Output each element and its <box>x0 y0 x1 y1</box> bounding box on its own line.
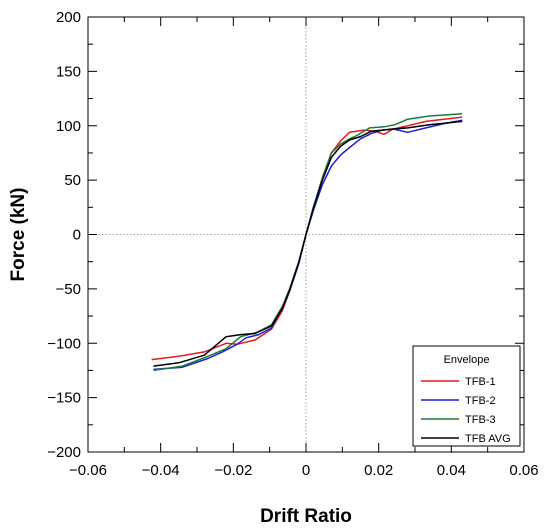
x-tick-label: 0.06 <box>509 462 538 479</box>
y-tick-label: −150 <box>47 390 81 407</box>
legend-label-tfb-3: TFB-3 <box>465 414 496 426</box>
series-line-tfb-3 <box>153 113 463 372</box>
y-tick-label: −50 <box>56 281 81 298</box>
y-tick-label: 200 <box>56 9 81 26</box>
series-line-tfb-avg <box>153 120 463 367</box>
series-layer <box>151 113 463 372</box>
legend-box <box>412 345 521 447</box>
legend: Envelope TFB-1 TFB-2 TFB-3 TFB AVG <box>412 345 521 447</box>
x-tick-label: 0.04 <box>437 462 466 479</box>
series-line-tfb-1 <box>151 116 463 361</box>
legend-label-tfb-2: TFB-2 <box>465 395 496 407</box>
legend-title: Envelope <box>444 354 490 366</box>
x-tick-label: −0.02 <box>214 462 252 479</box>
x-tick-label: 0 <box>302 462 310 479</box>
tick-labels-layer: −0.06 −0.04 −0.02 0 0.02 0.04 0.06 −200 −150 −100… <box>47 9 538 479</box>
y-axis-title: Force (kN) <box>8 188 29 282</box>
y-tick-label: 150 <box>56 63 81 80</box>
y-tick-label: −100 <box>47 335 81 352</box>
series-line-tfb-2 <box>153 119 463 371</box>
y-tick-label: 0 <box>73 227 81 244</box>
y-tick-label: 50 <box>64 172 81 189</box>
legend-label-tfb-avg: TFB AVG <box>465 433 511 445</box>
legend-items: TFB-1 TFB-2 TFB-3 TFB AVG <box>421 376 511 445</box>
x-axis-title: Drift Ratio <box>260 506 352 527</box>
x-tick-label: −0.06 <box>69 462 107 479</box>
x-tick-label: 0.02 <box>364 462 393 479</box>
y-tick-label: 100 <box>56 118 81 135</box>
legend-label-tfb-1: TFB-1 <box>465 376 496 388</box>
x-tick-label: −0.04 <box>142 462 180 479</box>
y-tick-label: −200 <box>47 444 81 461</box>
